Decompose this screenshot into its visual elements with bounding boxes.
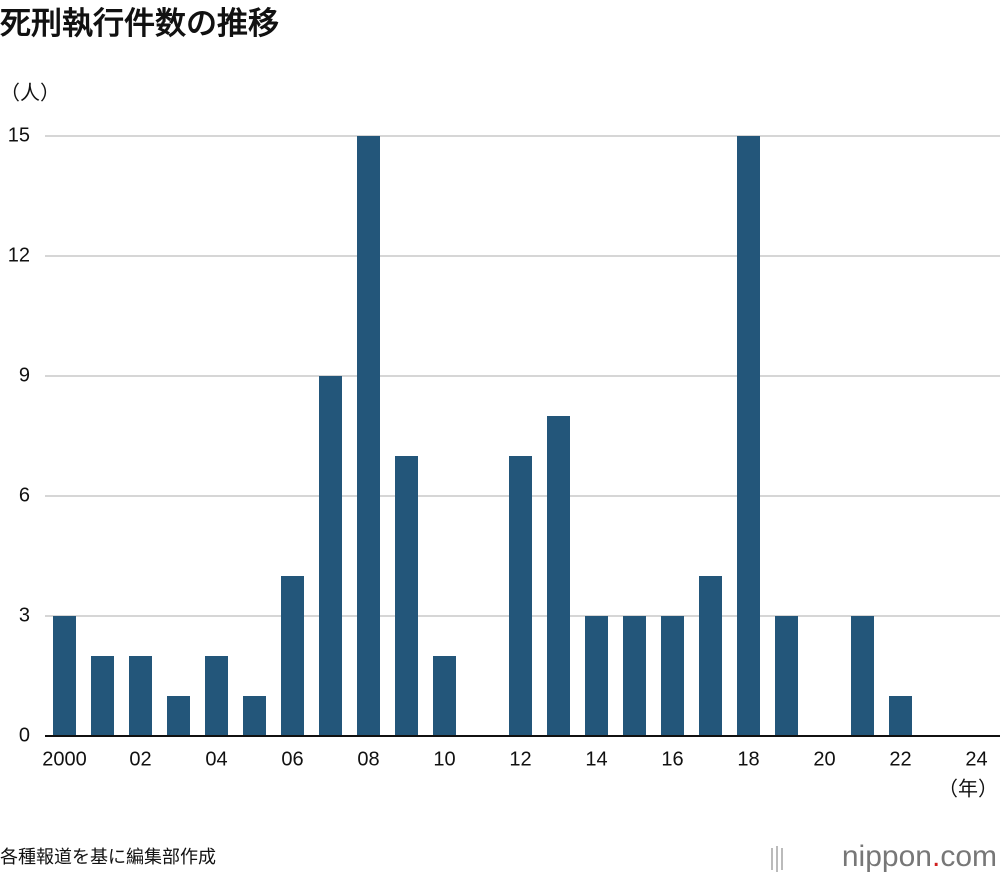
bar — [585, 616, 608, 736]
bar — [851, 616, 874, 736]
y-tick-label: 12 — [8, 244, 30, 266]
logo: nippon.com — [771, 840, 997, 873]
logo-bar — [776, 846, 778, 872]
bar — [167, 696, 190, 736]
bar — [205, 656, 228, 736]
bar — [319, 376, 342, 736]
x-tick-label: 14 — [585, 748, 607, 770]
x-tick-label: 08 — [357, 748, 379, 770]
x-tick-label: 02 — [129, 748, 151, 770]
x-tick-label: 16 — [661, 748, 683, 770]
bar — [433, 656, 456, 736]
x-tick-label: 24 — [965, 748, 987, 770]
y-axis-label: （人） — [0, 81, 60, 104]
bar — [395, 456, 418, 736]
bar — [547, 416, 570, 736]
bar — [623, 616, 646, 736]
bar — [737, 136, 760, 736]
y-tick-label: 0 — [19, 724, 30, 746]
logo-bar — [781, 848, 783, 870]
x-tick-label: 12 — [509, 748, 531, 770]
logo-name: nippon — [842, 840, 932, 873]
y-tick-label: 15 — [8, 124, 30, 146]
x-tick-label: 18 — [737, 748, 759, 770]
x-tick-label: 10 — [433, 748, 455, 770]
bar — [281, 576, 304, 736]
source-note: 各種報道を基に編集部作成 — [0, 847, 216, 867]
x-tick-label: 2000 — [42, 748, 87, 770]
y-tick-label: 6 — [19, 484, 30, 506]
bar — [775, 616, 798, 736]
bar — [357, 136, 380, 736]
x-axis-label: （年） — [938, 777, 998, 800]
bar — [53, 616, 76, 736]
bar — [509, 456, 532, 736]
bar — [129, 656, 152, 736]
chart-title: 死刑執行件数の推移 — [0, 6, 279, 41]
y-tick-label: 9 — [19, 364, 30, 386]
logo-tld: com — [940, 840, 997, 873]
bar — [661, 616, 684, 736]
bar — [91, 656, 114, 736]
x-tick-label: 06 — [281, 748, 303, 770]
bar — [699, 576, 722, 736]
logo-bar — [771, 848, 773, 870]
logo-text: nippon.com — [842, 840, 997, 873]
bar — [243, 696, 266, 736]
x-tick-label: 22 — [889, 748, 911, 770]
x-tick-label: 04 — [205, 748, 227, 770]
bar — [889, 696, 912, 736]
x-tick-label: 20 — [813, 748, 835, 770]
logo-dot: . — [932, 840, 940, 873]
y-tick-label: 3 — [19, 604, 30, 626]
